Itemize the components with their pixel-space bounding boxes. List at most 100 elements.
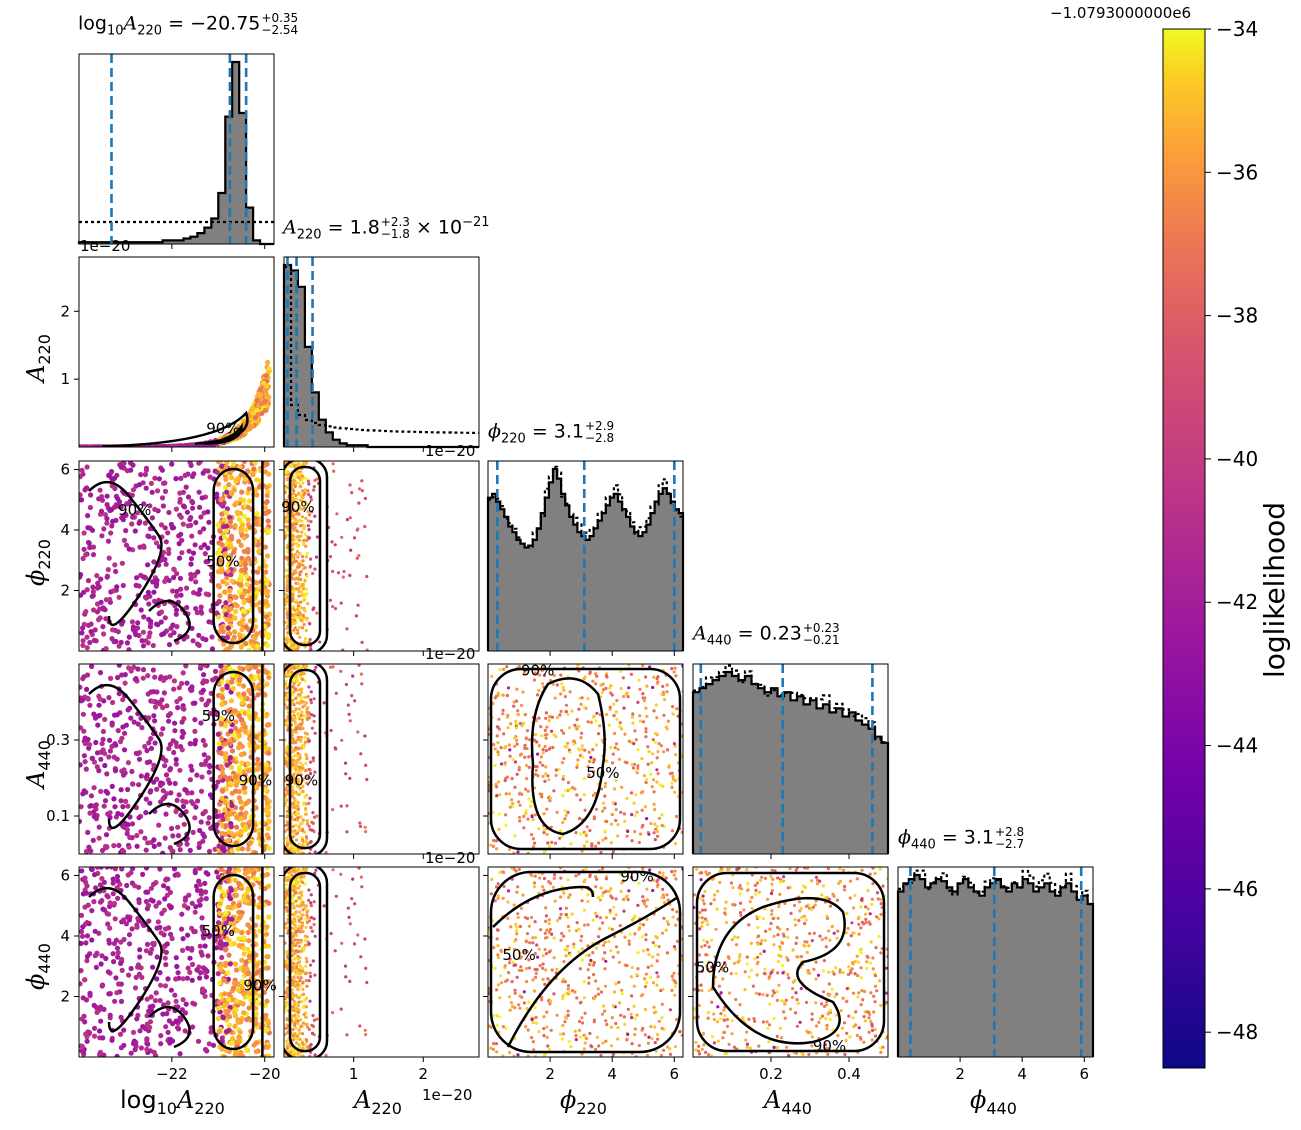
scatter-point [549,797,552,800]
scatter-point [232,616,237,621]
scatter-point [645,778,648,781]
scatter-point [355,614,358,617]
scatter-points [77,459,272,654]
scatter-point [630,813,633,816]
scatter-point [188,741,193,746]
scatter-point [113,916,118,921]
scatter-point [79,630,84,635]
scatter-point [100,498,105,503]
scatter-point [265,924,270,929]
scatter-point [189,684,194,689]
scatter-point [299,578,302,581]
scatter-point [502,668,505,671]
scatter-point [542,812,545,815]
scatter-point [292,605,295,608]
scatter-point [170,588,175,593]
scatter-point [539,725,542,728]
scatter-point [590,842,593,845]
scatter-point [243,561,248,566]
scatter-point [494,764,497,767]
scatter-point [285,718,288,721]
scatter-point [303,623,306,626]
scatter-point [631,763,634,766]
scatter-point [294,518,297,521]
scatter-point [586,825,589,828]
scatter-point [167,767,172,772]
scatter-point [220,687,225,692]
scatter-point [93,929,98,934]
scatter-point [291,538,294,541]
scatter-point [221,817,226,822]
scatter-point [125,640,130,645]
scatter-point [176,533,181,538]
scatter-point [539,761,542,764]
scatter-point [195,641,200,646]
scatter-point [130,781,135,786]
scatter-point [286,843,289,846]
scatter-point [671,705,674,708]
scatter-point [155,700,160,705]
scatter-point [305,555,308,558]
scatter-point [633,830,636,833]
scatter-point [643,774,646,777]
scatter-point [315,556,318,559]
scatter-point [238,497,243,502]
scatter-point [291,737,294,740]
scatter-point [560,710,563,713]
scatter-point [144,797,149,802]
scatter-point [329,555,332,558]
scatter-point [102,804,107,809]
scatter-point [148,624,153,629]
scatter-point [284,680,287,683]
scatter-point [294,538,297,541]
scatter-point [294,616,297,619]
scatter-point [518,816,521,819]
scatter-point [245,547,250,552]
scatter-point [184,799,189,804]
scatter-point [162,896,167,901]
scatter-point [240,594,245,599]
scatter-point [111,843,116,848]
scatter-point [295,707,298,710]
scatter-point [527,798,530,801]
scatter-point [218,497,223,502]
scatter-point [652,709,655,712]
scatter-point [241,684,246,689]
scatter-point [545,726,548,729]
scatter-point [518,819,521,822]
scatter-point [171,750,176,755]
scatter-point [305,588,308,591]
scatter-point [548,747,551,750]
scatter-point [120,968,125,973]
scatter-point [246,505,251,510]
scatter-point [202,834,207,839]
scatter-point [265,493,270,498]
scatter-point [670,782,673,785]
scatter-point [522,815,525,818]
scatter-point [298,682,301,685]
scatter-point [176,833,181,838]
scatter-point [674,674,677,677]
scatter-point [181,731,186,736]
scatter-point [595,675,598,678]
scatter-point [79,929,84,934]
scatter-point [122,538,127,543]
scatter-point [137,757,142,762]
scatter-point [312,488,315,491]
scatter-point [296,759,299,762]
scatter-point [286,616,289,619]
scatter-point [141,643,146,648]
scatter-point [174,740,179,745]
scatter-point [289,465,292,468]
scatter-point [675,815,678,818]
scatter-point [301,838,304,841]
scatter-point [334,746,337,749]
scatter-point [518,766,521,769]
scatter-point [237,577,242,582]
scatter-point [296,647,299,650]
scatter-point [246,688,251,693]
scatter-point [96,617,101,622]
scatter-point [652,738,655,741]
scatter-point [80,1044,85,1049]
scatter-point [152,718,157,723]
